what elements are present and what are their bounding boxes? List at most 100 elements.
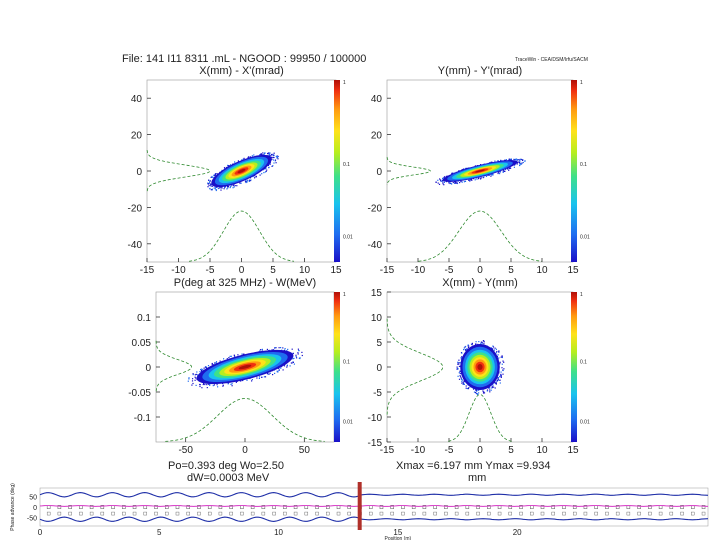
lattice-element	[540, 505, 545, 509]
halo-particle	[269, 152, 271, 154]
colorbar-label: 1	[580, 80, 583, 86]
lattice-element	[379, 505, 384, 509]
halo-particle	[498, 351, 500, 353]
halo-particle	[249, 180, 252, 182]
y-projection	[146, 149, 211, 193]
halo-particle	[199, 384, 201, 386]
halo-particle	[464, 168, 466, 170]
envelope-x-lower	[39, 516, 709, 522]
halo-particle	[501, 356, 503, 359]
halo-particle	[507, 168, 509, 170]
halo-particle	[461, 169, 463, 171]
halo-particle	[276, 370, 278, 372]
halo-particle	[240, 182, 242, 184]
halo-particle	[519, 158, 521, 160]
halo-particle	[275, 155, 277, 158]
x-tick-label: 0	[242, 445, 248, 456]
halo-particle	[493, 349, 495, 351]
halo-particle	[246, 179, 249, 181]
halo-particle	[287, 348, 289, 350]
halo-particle	[475, 389, 477, 391]
halo-particle	[272, 159, 275, 161]
halo-particle	[230, 383, 232, 385]
halo-particle	[491, 386, 493, 388]
y-tick-label: 20	[131, 131, 143, 142]
x-tick-label: -10	[171, 265, 186, 276]
halo-particle	[217, 386, 219, 388]
halo-particle	[497, 354, 499, 356]
phase-energy-summary-1: Po=0.393 deg Wo=2.50	[168, 460, 284, 472]
lattice-element	[487, 511, 491, 516]
halo-particle	[459, 372, 461, 375]
halo-particle	[188, 377, 190, 379]
halo-particle	[482, 390, 484, 392]
halo-particle	[243, 353, 245, 355]
halo-particle	[483, 392, 486, 394]
halo-particle	[462, 168, 465, 170]
colorbar	[334, 80, 340, 262]
halo-particle	[223, 188, 225, 190]
halo-particle	[272, 154, 274, 157]
halo-particle	[516, 161, 519, 164]
halo-particle	[520, 158, 522, 160]
halo-particle	[503, 361, 505, 363]
halo-particle	[263, 376, 265, 378]
halo-particle	[271, 158, 273, 160]
halo-particle	[233, 355, 236, 357]
halo-particle	[490, 347, 492, 349]
halo-particle	[480, 341, 482, 343]
density-level	[238, 364, 252, 370]
halo-particle	[494, 160, 496, 162]
y-tick-label: 20	[371, 131, 383, 142]
halo-particle	[499, 173, 501, 175]
lattice-element	[68, 505, 72, 509]
lattice-element	[444, 511, 448, 516]
halo-particle	[483, 176, 485, 178]
y-tick-label: -40	[368, 240, 383, 251]
halo-particle	[210, 176, 212, 178]
y-projection	[386, 318, 444, 416]
plot-title: X(mm) - X'(mrad)	[199, 65, 284, 77]
halo-particle	[442, 178, 444, 180]
lattice-element	[315, 505, 319, 509]
halo-particle	[230, 164, 232, 166]
lattice-element	[250, 505, 255, 509]
halo-particle	[261, 348, 263, 350]
halo-particle	[451, 172, 453, 174]
lattice-element	[154, 511, 158, 516]
lattice-element	[57, 505, 62, 509]
lattice-element	[261, 511, 266, 516]
halo-particle	[267, 164, 269, 166]
halo-particle	[241, 379, 244, 382]
lattice-element	[444, 505, 448, 509]
plot-title: X(mm) - Y(mm)	[442, 277, 518, 289]
halo-particle	[228, 165, 230, 167]
halo-particle	[459, 370, 461, 372]
halo-particle	[245, 181, 247, 184]
envelope-x-tick-label: 5	[157, 528, 162, 537]
halo-particle	[470, 179, 473, 181]
lattice-element	[293, 505, 298, 509]
halo-particle	[273, 162, 275, 164]
halo-particle	[213, 384, 215, 386]
halo-particle	[201, 387, 203, 389]
lattice-element	[197, 505, 201, 509]
halo-particle	[231, 385, 233, 387]
halo-particle	[245, 179, 247, 181]
lattice-element	[411, 511, 416, 516]
halo-particle	[461, 379, 463, 381]
halo-particle	[243, 157, 245, 159]
x-tick-label: -15	[380, 445, 395, 456]
halo-particle	[195, 373, 197, 375]
halo-particle	[210, 183, 212, 185]
halo-particle	[518, 159, 520, 161]
y-tick-label: 40	[371, 94, 383, 105]
halo-particle	[201, 368, 203, 370]
halo-particle	[237, 160, 239, 162]
halo-particle	[483, 391, 485, 393]
halo-particle	[489, 391, 491, 393]
halo-particle	[502, 360, 504, 362]
halo-particle	[192, 374, 194, 376]
halo-particle	[187, 380, 189, 382]
halo-particle	[440, 180, 442, 182]
